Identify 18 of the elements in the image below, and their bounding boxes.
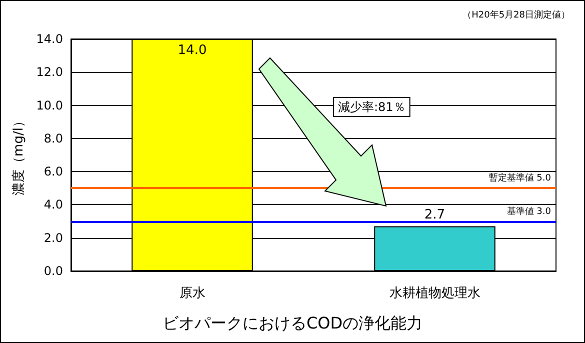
data-label: 14.0 (178, 43, 207, 58)
y-axis-title: 濃度（mg/l） (10, 114, 26, 196)
y-tick-label: 2.0 (44, 230, 63, 245)
y-tick-label: 10.0 (36, 98, 63, 112)
text: ビオパークにおけるCODの浄化能力 (162, 314, 423, 332)
y-tick-label: 4.0 (44, 198, 63, 212)
y-tick-label: 8.0 (44, 131, 63, 146)
text: （H20年5月28日測定値） (462, 10, 570, 20)
ref-line-label: 暫定基準値 5.0 (488, 172, 552, 184)
ref-line-label: 基準値 3.0 (506, 206, 552, 217)
annotation: 減少率:81％ (338, 100, 406, 114)
y-tick-label: 6.0 (44, 164, 63, 179)
x-tick-label: 原水 (179, 286, 206, 301)
y-tick-label: 12.0 (36, 65, 63, 80)
x-tick-label: 水耕植物処理水 (389, 286, 480, 301)
data-label: 2.7 (424, 207, 446, 222)
y-tick-label: 14.0 (36, 32, 63, 46)
y-tick-label: 0.0 (44, 264, 63, 278)
